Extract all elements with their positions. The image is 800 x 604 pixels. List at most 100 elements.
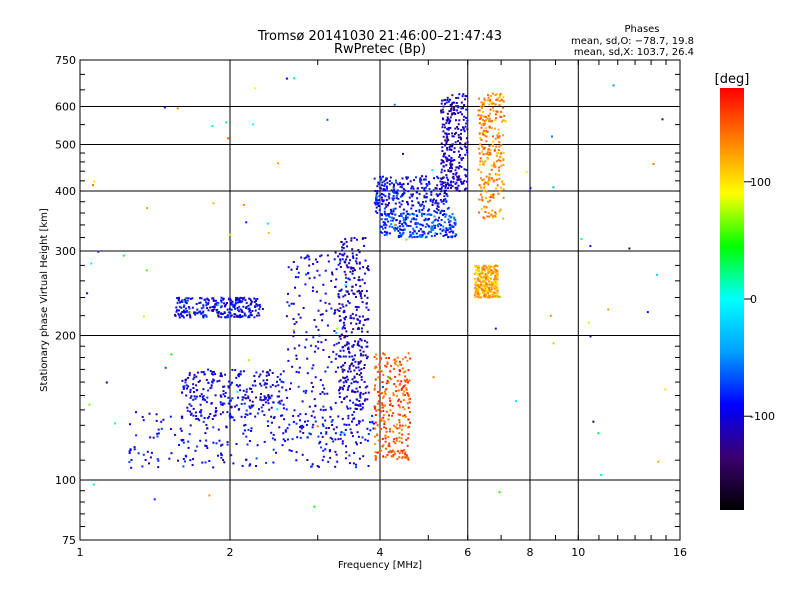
data-point <box>433 215 436 218</box>
data-point <box>440 168 443 171</box>
data-point <box>440 183 443 186</box>
data-point <box>420 179 423 182</box>
data-point <box>344 379 347 382</box>
data-point <box>458 178 461 181</box>
data-point <box>237 374 240 377</box>
data-point <box>224 303 227 306</box>
data-point <box>443 213 446 215</box>
data-point <box>353 417 356 420</box>
data-point <box>373 435 376 438</box>
data-point <box>453 222 456 225</box>
data-point <box>358 422 360 425</box>
data-point <box>434 218 437 221</box>
data-point <box>401 177 404 180</box>
data-point <box>317 309 320 312</box>
data-point <box>355 260 358 263</box>
data-point <box>491 270 494 273</box>
data-point <box>482 110 485 113</box>
data-point <box>293 409 296 412</box>
data-point <box>478 114 481 117</box>
data-point <box>489 149 492 152</box>
data-point <box>339 379 342 382</box>
data-point <box>457 123 460 126</box>
data-point <box>351 345 354 348</box>
data-point <box>397 236 400 239</box>
data-point <box>199 297 201 300</box>
data-point <box>432 198 435 201</box>
data-point <box>228 414 231 417</box>
data-point <box>361 278 364 281</box>
data-point <box>489 271 492 273</box>
data-point <box>488 120 491 123</box>
data-point <box>436 211 439 214</box>
data-point <box>184 307 187 310</box>
data-point <box>217 312 220 315</box>
data-point <box>336 460 339 463</box>
data-point <box>500 144 503 147</box>
data-point <box>386 362 389 365</box>
data-point <box>222 390 225 393</box>
data-point <box>446 112 449 115</box>
data-point <box>218 379 221 382</box>
data-point <box>207 309 210 312</box>
data-point <box>226 302 228 304</box>
data-point <box>388 232 391 235</box>
data-point <box>464 98 467 101</box>
data-point <box>345 258 348 261</box>
data-point <box>407 395 410 398</box>
data-point <box>273 416 276 419</box>
data-point <box>249 299 252 302</box>
data-point <box>500 111 503 114</box>
data-point <box>381 200 384 203</box>
data-point <box>199 395 202 398</box>
data-point <box>451 135 454 138</box>
data-point <box>628 247 631 250</box>
data-point <box>401 200 404 203</box>
data-point <box>466 180 468 183</box>
data-point <box>401 415 404 418</box>
data-point <box>217 428 220 431</box>
data-point <box>429 198 432 201</box>
data-point <box>377 408 380 411</box>
data-point <box>329 415 332 418</box>
data-point <box>478 273 481 276</box>
data-point <box>313 350 316 353</box>
data-point <box>440 109 442 112</box>
data-point <box>332 428 335 431</box>
data-point <box>453 216 456 219</box>
data-point <box>501 119 504 122</box>
data-point <box>447 139 450 142</box>
data-point <box>500 186 503 189</box>
data-point <box>485 267 488 270</box>
data-point <box>311 290 314 292</box>
data-point <box>407 433 410 436</box>
data-point <box>483 289 486 292</box>
data-point <box>485 286 488 289</box>
data-point <box>409 231 412 234</box>
data-point <box>195 389 198 392</box>
data-point <box>494 211 497 214</box>
data-point <box>197 381 200 383</box>
data-point <box>420 213 423 216</box>
data-point <box>339 289 342 292</box>
data-point <box>477 109 480 112</box>
data-point <box>226 314 229 317</box>
data-point <box>482 291 485 294</box>
data-point <box>374 421 377 424</box>
data-point <box>405 238 408 241</box>
data-point <box>347 414 350 417</box>
data-point <box>457 150 460 153</box>
data-point <box>442 202 445 205</box>
data-point <box>448 158 451 161</box>
data-point <box>486 284 489 287</box>
data-point <box>220 316 223 319</box>
data-point <box>397 413 400 416</box>
data-point <box>284 430 287 433</box>
data-point <box>436 204 439 207</box>
data-point <box>387 220 390 223</box>
data-point <box>312 423 315 426</box>
data-point <box>440 111 443 114</box>
data-point <box>379 176 382 178</box>
data-point <box>249 313 252 316</box>
data-point <box>346 290 349 293</box>
